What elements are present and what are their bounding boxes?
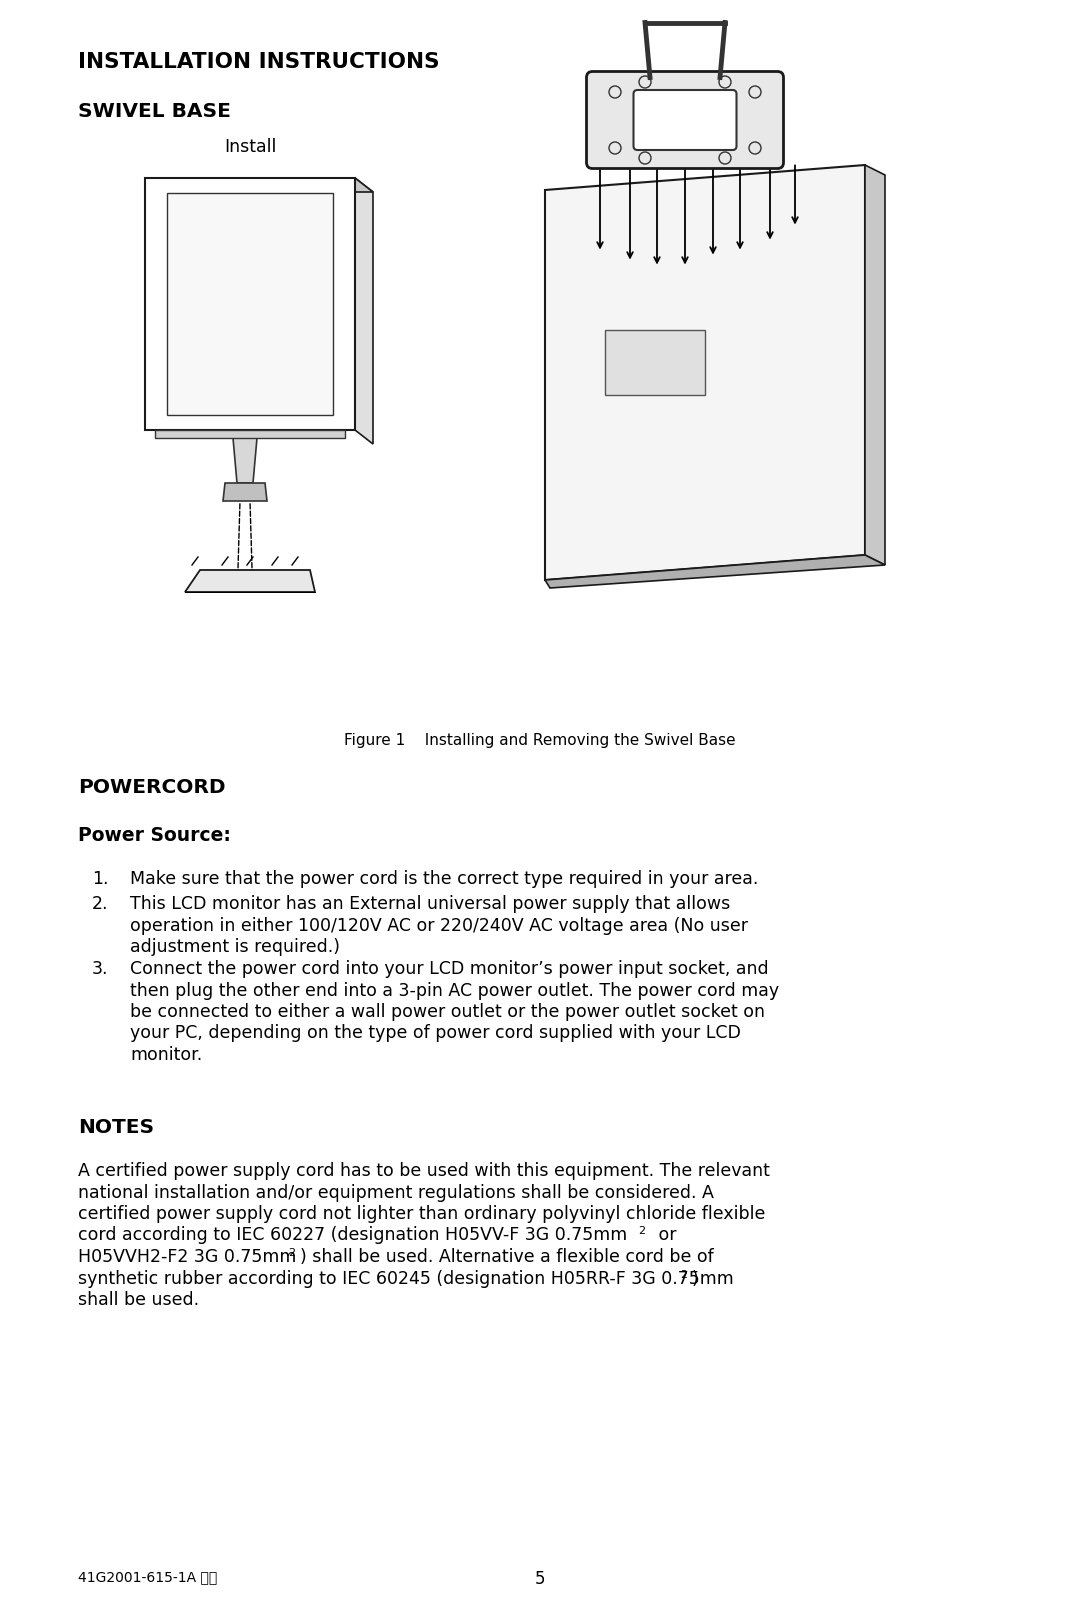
Text: cord according to IEC 60227 (designation H05VV-F 3G 0.75mm: cord according to IEC 60227 (designation… <box>78 1226 627 1244</box>
Text: Figure 1    Installing and Removing the Swivel Base: Figure 1 Installing and Removing the Swi… <box>345 733 735 748</box>
Text: 3.: 3. <box>92 959 108 977</box>
Polygon shape <box>222 484 267 502</box>
Text: Install: Install <box>224 138 276 155</box>
Text: monitor.: monitor. <box>130 1045 202 1065</box>
Polygon shape <box>145 178 373 193</box>
Text: 1.: 1. <box>92 870 108 888</box>
Text: synthetic rubber according to IEC 60245 (designation H05RR-F 3G 0.75mm: synthetic rubber according to IEC 60245 … <box>78 1270 733 1288</box>
Polygon shape <box>233 438 257 484</box>
Text: ) shall be used. Alternative a flexible cord be of: ) shall be used. Alternative a flexible … <box>300 1247 714 1265</box>
Polygon shape <box>545 165 865 579</box>
Text: your PC, depending on the type of power cord supplied with your LCD: your PC, depending on the type of power … <box>130 1024 741 1042</box>
Text: Connect the power cord into your LCD monitor’s power input socket, and: Connect the power cord into your LCD mon… <box>130 959 769 977</box>
Text: be connected to either a wall power outlet or the power outlet socket on: be connected to either a wall power outl… <box>130 1003 765 1021</box>
Text: This LCD monitor has an External universal power supply that allows: This LCD monitor has an External univers… <box>130 895 730 913</box>
Text: INSTALLATION INSTRUCTIONS: INSTALLATION INSTRUCTIONS <box>78 52 440 71</box>
Text: national installation and/or equipment regulations shall be considered. A: national installation and/or equipment r… <box>78 1183 714 1202</box>
Text: 2: 2 <box>638 1226 645 1236</box>
Text: 2: 2 <box>680 1270 687 1280</box>
FancyBboxPatch shape <box>586 71 783 168</box>
Text: H05VVH2-F2 3G 0.75mm: H05VVH2-F2 3G 0.75mm <box>78 1247 296 1265</box>
FancyBboxPatch shape <box>634 91 737 150</box>
Text: 41G2001-615-1A 英文: 41G2001-615-1A 英文 <box>78 1569 217 1584</box>
Text: A certified power supply cord has to be used with this equipment. The relevant: A certified power supply cord has to be … <box>78 1162 770 1180</box>
Text: shall be used.: shall be used. <box>78 1291 199 1309</box>
Text: SWIVEL BASE: SWIVEL BASE <box>78 102 231 121</box>
Text: Remove: Remove <box>624 138 696 155</box>
Text: adjustment is required.): adjustment is required.) <box>130 938 340 956</box>
Polygon shape <box>185 570 315 592</box>
Text: 2: 2 <box>288 1247 295 1259</box>
Text: POWERCORD: POWERCORD <box>78 778 226 798</box>
Text: or: or <box>653 1226 676 1244</box>
Text: NOTES: NOTES <box>78 1118 154 1137</box>
Text: 2.: 2. <box>92 895 108 913</box>
Polygon shape <box>545 555 885 587</box>
Polygon shape <box>865 165 885 565</box>
Text: then plug the other end into a 3-pin AC power outlet. The power cord may: then plug the other end into a 3-pin AC … <box>130 982 779 1000</box>
Text: Power Source:: Power Source: <box>78 827 231 845</box>
Text: operation in either 100/120V AC or 220/240V AC voltage area (No user: operation in either 100/120V AC or 220/2… <box>130 916 748 935</box>
Text: certified power supply cord not lighter than ordinary polyvinyl chloride flexibl: certified power supply cord not lighter … <box>78 1205 766 1223</box>
Polygon shape <box>145 178 355 430</box>
Bar <box>605 330 705 395</box>
Bar <box>167 194 333 414</box>
Text: Make sure that the power cord is the correct type required in your area.: Make sure that the power cord is the cor… <box>130 870 758 888</box>
Text: 5: 5 <box>535 1569 545 1587</box>
Polygon shape <box>355 178 373 443</box>
Text: ): ) <box>692 1270 699 1288</box>
Polygon shape <box>156 430 345 438</box>
